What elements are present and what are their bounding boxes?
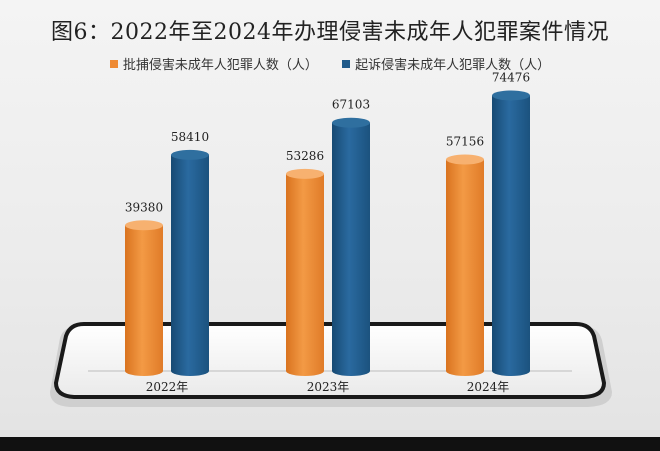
bar-body xyxy=(446,159,484,376)
bar-prosecute-1 xyxy=(332,117,370,376)
x-tick-label: 2022年 xyxy=(146,380,189,394)
bar-body xyxy=(332,122,370,376)
bar-body xyxy=(125,225,163,376)
data-label: 53286 xyxy=(286,149,324,163)
data-label: 57156 xyxy=(446,135,484,149)
data-label: 67103 xyxy=(332,98,370,112)
legend-swatch-arrest xyxy=(109,59,118,68)
bar-body xyxy=(286,173,324,376)
legend-swatch-prosecute xyxy=(342,59,351,68)
legend-item-arrest: 批捕侵害未成年人犯罪人数（人） xyxy=(109,54,318,73)
bar-arrest-1 xyxy=(286,168,324,376)
chart-title: 图6：2022年至2024年办理侵害未成年人犯罪案件情况 xyxy=(51,20,609,45)
x-tick-label: 2024年 xyxy=(467,380,510,394)
bar-prosecute-0 xyxy=(171,149,209,376)
bar-cap xyxy=(286,168,324,179)
bottom-band xyxy=(0,437,660,451)
bar-cap xyxy=(125,220,163,231)
bar-arrest-2 xyxy=(446,154,484,376)
bar-cap xyxy=(446,154,484,165)
tick-labels-group: 2022年 2023年 2024年 xyxy=(146,380,510,394)
bar-cap xyxy=(332,117,370,128)
data-label: 74476 xyxy=(492,70,530,84)
bar-prosecute-2 xyxy=(492,90,530,377)
bar-cap xyxy=(171,149,209,160)
bar-cap xyxy=(492,90,530,101)
legend-label-prosecute: 起诉侵害未成年人犯罪人数（人） xyxy=(355,58,551,73)
bar-body xyxy=(492,95,530,377)
x-tick-label: 2023年 xyxy=(307,380,350,394)
labels-group: 39380 58410 53286 67103 57156 74476 xyxy=(125,70,530,214)
bars-group xyxy=(125,90,530,377)
bar-body xyxy=(171,154,209,376)
data-label: 39380 xyxy=(125,200,163,214)
legend-label-arrest: 批捕侵害未成年人犯罪人数（人） xyxy=(122,58,318,73)
bar-arrest-0 xyxy=(125,220,163,376)
legend: 批捕侵害未成年人犯罪人数（人） 起诉侵害未成年人犯罪人数（人） xyxy=(0,54,660,73)
data-label: 58410 xyxy=(171,130,209,144)
legend-item-prosecute: 起诉侵害未成年人犯罪人数（人） xyxy=(342,54,550,73)
